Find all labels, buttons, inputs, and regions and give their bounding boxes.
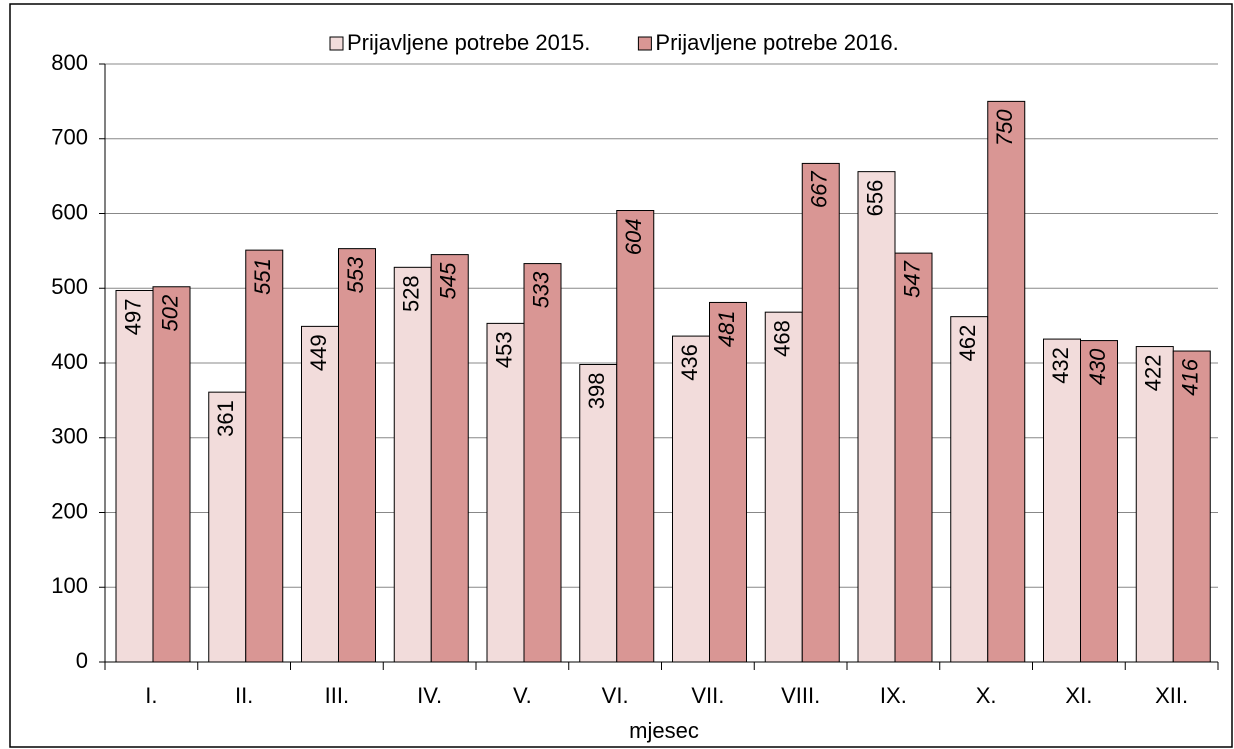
x-tick-label: X. (976, 683, 997, 708)
y-tick-label: 600 (51, 199, 88, 224)
x-tick-label: VI. (602, 683, 629, 708)
data-label: 551 (250, 258, 275, 295)
y-tick-label: 500 (51, 274, 88, 299)
data-label: 361 (213, 400, 238, 437)
y-tick-label: 400 (51, 349, 88, 374)
legend-swatch (329, 36, 344, 51)
bar (338, 248, 376, 663)
x-tick-label: I. (145, 683, 157, 708)
bar (1135, 346, 1174, 663)
data-label: 468 (770, 320, 795, 357)
data-label: 656 (862, 180, 887, 217)
x-tick-label: V. (513, 683, 532, 708)
y-tick-label: 200 (51, 498, 88, 523)
bar (152, 286, 191, 663)
bar (245, 249, 284, 663)
data-label: 422 (1141, 355, 1166, 392)
data-label: 436 (677, 344, 702, 381)
bar (486, 322, 525, 663)
data-label: 545 (436, 262, 461, 299)
y-tick-label: 300 (51, 424, 88, 449)
x-tick-label: VII. (691, 683, 724, 708)
data-label: 553 (343, 256, 368, 293)
data-label: 416 (1178, 358, 1203, 395)
bar (523, 263, 562, 663)
bar (801, 162, 840, 663)
bar (987, 100, 1026, 663)
legend-swatch (637, 36, 652, 51)
data-label: 398 (584, 372, 609, 409)
legend-label: Prijavljene potrebe 2016. (655, 30, 898, 55)
data-label: 462 (955, 325, 980, 362)
x-tick-label: VIII. (781, 683, 820, 708)
bar (393, 266, 432, 663)
bar (894, 252, 933, 663)
data-label: 547 (899, 260, 924, 297)
legend-label: Prijavljene potrebe 2015. (347, 30, 590, 55)
data-label: 453 (491, 331, 516, 368)
bar (616, 210, 655, 663)
data-label: 604 (621, 219, 646, 256)
y-tick-label: 700 (51, 125, 88, 150)
data-label: 667 (807, 171, 832, 208)
x-tick-label: IX. (880, 683, 907, 708)
data-label: 750 (992, 109, 1017, 146)
y-tick-label: 0 (76, 648, 88, 673)
x-tick-label: IV. (417, 683, 442, 708)
bar (1172, 350, 1211, 663)
y-tick-label: 100 (51, 573, 88, 598)
bar (709, 301, 747, 663)
data-label: 502 (157, 295, 182, 332)
bar (764, 311, 803, 663)
data-label: 481 (714, 310, 739, 347)
data-label: 432 (1048, 347, 1073, 384)
x-tick-label: III. (325, 683, 349, 708)
bar (430, 254, 469, 663)
x-tick-label: XI. (1065, 683, 1092, 708)
data-label: 533 (528, 271, 553, 308)
bar (950, 316, 989, 663)
data-label: 497 (120, 298, 145, 335)
data-label: 430 (1085, 348, 1110, 385)
y-tick-label: 800 (51, 50, 88, 75)
bar (1080, 340, 1118, 663)
x-tick-label: II. (235, 683, 253, 708)
bar (115, 289, 154, 663)
data-label: 449 (306, 334, 331, 371)
bar (1043, 338, 1081, 663)
bar (672, 335, 710, 663)
x-tick-label: XII. (1155, 683, 1188, 708)
x-axis-title: mjesec (629, 718, 699, 743)
data-label: 528 (399, 275, 424, 312)
bar (208, 391, 247, 663)
bar (857, 171, 896, 663)
bar (301, 325, 339, 663)
